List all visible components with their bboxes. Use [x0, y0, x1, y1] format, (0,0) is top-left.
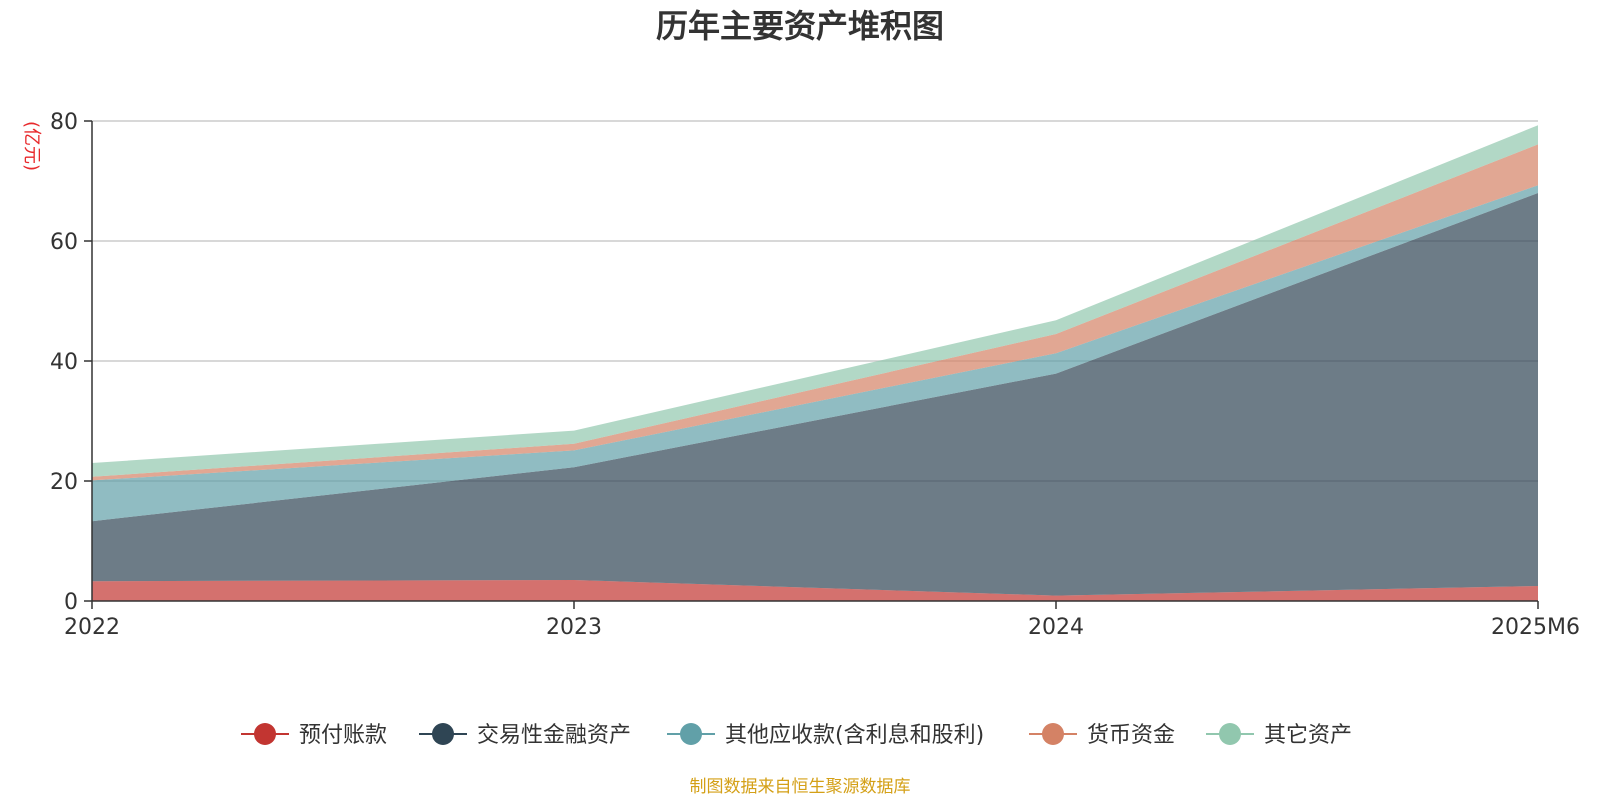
chart-title: 历年主要资产堆积图 — [656, 7, 944, 45]
data-source-note: 制图数据来自恒生聚源数据库 — [690, 777, 911, 797]
legend-marker-icon — [1042, 723, 1064, 745]
legend-marker-icon — [680, 723, 702, 745]
y-tick-label: 40 — [50, 350, 78, 375]
y-tick-label: 0 — [64, 590, 78, 615]
x-tick-label: 2022 — [64, 615, 120, 640]
legend-label: 预付账款 — [299, 723, 387, 748]
legend-label: 货币资金 — [1087, 723, 1175, 748]
y-tick-label: 80 — [50, 110, 78, 135]
legend-label: 其它资产 — [1264, 723, 1352, 748]
area-series-2 — [92, 193, 1538, 596]
legend-item-3[interactable]: 其他应收款(含利息和股利) — [667, 723, 984, 748]
x-tick-label: 2025M6 — [1491, 615, 1580, 640]
legend-label: 其他应收款(含利息和股利) — [725, 723, 984, 748]
legend-item-2[interactable]: 交易性金融资产 — [419, 723, 631, 748]
legend-marker-icon — [1219, 723, 1241, 745]
x-tick-labels: 2022 2023 2024 2025M6 — [64, 601, 1580, 640]
area-series-3 — [92, 185, 1538, 522]
y-unit-label: (亿元) — [21, 121, 42, 171]
legend-marker-icon — [254, 723, 276, 745]
y-tick-label: 20 — [50, 470, 78, 495]
x-tick-label: 2024 — [1028, 615, 1084, 640]
series-areas — [92, 125, 1538, 601]
legend-marker-icon — [432, 723, 454, 745]
legend-item-1[interactable]: 预付账款 — [241, 723, 387, 748]
y-tick-labels: 0 20 40 60 80 — [50, 110, 92, 615]
y-tick-label: 60 — [50, 230, 78, 255]
legend-label: 交易性金融资产 — [477, 723, 631, 748]
legend: 预付账款 交易性金融资产 其他应收款(含利息和股利) 货币资金 其它资产 — [241, 723, 1352, 748]
x-tick-label: 2023 — [546, 615, 602, 640]
legend-item-4[interactable]: 货币资金 — [1029, 723, 1175, 748]
area-series-1 — [92, 580, 1538, 601]
legend-item-5[interactable]: 其它资产 — [1206, 723, 1352, 748]
